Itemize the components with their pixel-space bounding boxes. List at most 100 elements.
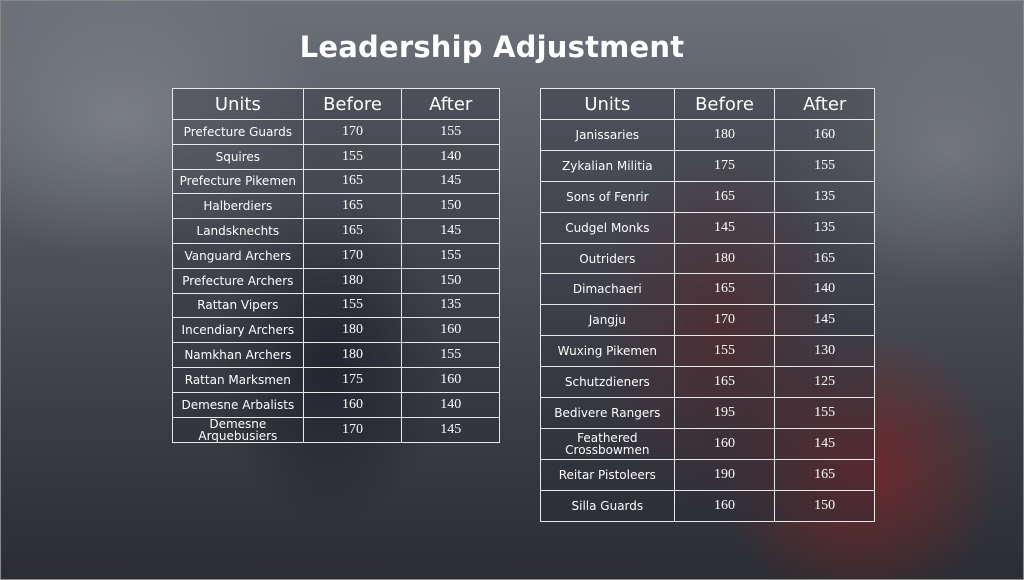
unit-name-cell: Janissaries bbox=[540, 119, 675, 151]
before-value-cell: 170 bbox=[302, 416, 403, 443]
unit-name-cell: Wuxing Pikemen bbox=[540, 335, 675, 368]
table-row: Outriders 180 165 bbox=[540, 242, 875, 275]
left-leadership-table: Units Before After Prefecture Guards 170 1… bbox=[172, 88, 500, 443]
unit-name-cell: Schutzdieners bbox=[540, 366, 675, 399]
table-row: Landsknechts 165 145 bbox=[172, 218, 500, 244]
header-after: After bbox=[401, 88, 500, 120]
table-row: Prefecture Pikemen 165 145 bbox=[172, 168, 500, 195]
unit-name-cell: Outriders bbox=[540, 242, 675, 275]
unit-name-cell: Squires bbox=[172, 143, 304, 170]
before-value-cell: 145 bbox=[673, 211, 776, 244]
after-value-cell: 140 bbox=[774, 273, 875, 306]
table-row: Demesne Arbalists 160 140 bbox=[172, 391, 500, 418]
header-units: Units bbox=[540, 88, 675, 120]
after-value-cell: 155 bbox=[774, 397, 875, 429]
unit-name-cell: Prefecture Guards bbox=[172, 119, 304, 145]
table-row: Jangju 170 145 bbox=[540, 304, 875, 337]
after-value-cell: 160 bbox=[401, 317, 500, 344]
after-value-cell: 140 bbox=[401, 391, 500, 418]
after-value-cell: 125 bbox=[774, 366, 875, 399]
table-row: Dimachaeri 165 140 bbox=[540, 273, 875, 306]
after-value-cell: 155 bbox=[401, 119, 500, 145]
unit-name-cell: Silla Guards bbox=[540, 489, 675, 522]
table-row: Reitar Pistoleers 190 165 bbox=[540, 458, 875, 491]
after-value-cell: 150 bbox=[401, 267, 500, 294]
before-value-cell: 180 bbox=[302, 342, 403, 368]
unit-name-cell: Sons of Fenrir bbox=[540, 180, 675, 213]
after-value-cell: 150 bbox=[401, 193, 500, 220]
before-value-cell: 175 bbox=[302, 366, 403, 393]
unit-name-cell: Namkhan Archers bbox=[172, 342, 304, 368]
right-leadership-table: Units Before After Janissaries 180 160 Zyka… bbox=[540, 88, 875, 522]
table-row: Janissaries 180 160 bbox=[540, 119, 875, 151]
before-value-cell: 180 bbox=[302, 317, 403, 344]
before-value-cell: 165 bbox=[302, 168, 403, 195]
before-value-cell: 175 bbox=[673, 149, 776, 182]
table-row: Namkhan Archers 180 155 bbox=[172, 342, 500, 368]
before-value-cell: 170 bbox=[302, 242, 403, 269]
unit-name-cell: Landsknechts bbox=[172, 218, 304, 244]
after-value-cell: 135 bbox=[774, 180, 875, 213]
unit-name-cell: Bedivere Rangers bbox=[540, 397, 675, 429]
unit-name-cell: Prefecture Pikemen bbox=[172, 168, 304, 195]
table-row: Halberdiers 165 150 bbox=[172, 193, 500, 220]
table-row: Squires 155 140 bbox=[172, 143, 500, 170]
before-value-cell: 165 bbox=[673, 273, 776, 306]
table-row: Prefecture Guards 170 155 bbox=[172, 119, 500, 145]
header-units: Units bbox=[172, 88, 304, 120]
before-value-cell: 180 bbox=[673, 119, 776, 151]
before-value-cell: 170 bbox=[673, 304, 776, 337]
unit-name-cell: Incendiary Archers bbox=[172, 317, 304, 344]
after-value-cell: 155 bbox=[401, 242, 500, 269]
header-after: After bbox=[774, 88, 875, 120]
after-value-cell: 160 bbox=[774, 119, 875, 151]
table-row: Rattan Vipers 155 135 bbox=[172, 292, 500, 319]
before-value-cell: 160 bbox=[302, 391, 403, 418]
before-value-cell: 180 bbox=[302, 267, 403, 294]
table-row: Silla Guards 160 150 bbox=[540, 489, 875, 522]
before-value-cell: 160 bbox=[673, 427, 776, 460]
before-value-cell: 165 bbox=[302, 218, 403, 244]
unit-name-cell: Vanguard Archers bbox=[172, 242, 304, 269]
table-row: Wuxing Pikemen 155 130 bbox=[540, 335, 875, 368]
before-value-cell: 190 bbox=[673, 458, 776, 491]
unit-name-cell: Demesne Arquebusiers bbox=[172, 416, 304, 443]
table-row: Incendiary Archers 180 160 bbox=[172, 317, 500, 344]
table-row: Sons of Fenrir 165 135 bbox=[540, 180, 875, 213]
before-value-cell: 180 bbox=[673, 242, 776, 275]
before-value-cell: 165 bbox=[673, 366, 776, 399]
before-value-cell: 170 bbox=[302, 119, 403, 145]
after-value-cell: 160 bbox=[401, 366, 500, 393]
table-row: Cudgel Monks 145 135 bbox=[540, 211, 875, 244]
after-value-cell: 145 bbox=[401, 168, 500, 195]
table-header-row: Units Before After bbox=[540, 88, 875, 120]
after-value-cell: 165 bbox=[774, 458, 875, 491]
after-value-cell: 145 bbox=[401, 416, 500, 443]
unit-name-cell: Demesne Arbalists bbox=[172, 391, 304, 418]
unit-name-cell: Rattan Marksmen bbox=[172, 366, 304, 393]
before-value-cell: 165 bbox=[302, 193, 403, 220]
unit-name-cell: Halberdiers bbox=[172, 193, 304, 220]
table-row: Vanguard Archers 170 155 bbox=[172, 242, 500, 269]
header-before: Before bbox=[673, 88, 776, 120]
table-row: Rattan Marksmen 175 160 bbox=[172, 366, 500, 393]
unit-name-cell: Cudgel Monks bbox=[540, 211, 675, 244]
before-value-cell: 160 bbox=[673, 489, 776, 522]
unit-name-cell: Dimachaeri bbox=[540, 273, 675, 306]
unit-name-cell: Feathered Crossbowmen bbox=[540, 427, 675, 460]
unit-name-cell: Zykalian Militia bbox=[540, 149, 675, 182]
after-value-cell: 130 bbox=[774, 335, 875, 368]
table-row: Prefecture Archers 180 150 bbox=[172, 267, 500, 294]
after-value-cell: 155 bbox=[401, 342, 500, 368]
after-value-cell: 150 bbox=[774, 489, 875, 522]
table-row: Zykalian Militia 175 155 bbox=[540, 149, 875, 182]
unit-name-cell: Prefecture Archers bbox=[172, 267, 304, 294]
table-row: Feathered Crossbowmen 160 145 bbox=[540, 427, 875, 460]
after-value-cell: 140 bbox=[401, 143, 500, 170]
page-title: Leadership Adjustment bbox=[299, 30, 685, 64]
after-value-cell: 135 bbox=[401, 292, 500, 319]
after-value-cell: 165 bbox=[774, 242, 875, 275]
after-value-cell: 155 bbox=[774, 149, 875, 182]
header-before: Before bbox=[302, 88, 403, 120]
before-value-cell: 155 bbox=[302, 143, 403, 170]
